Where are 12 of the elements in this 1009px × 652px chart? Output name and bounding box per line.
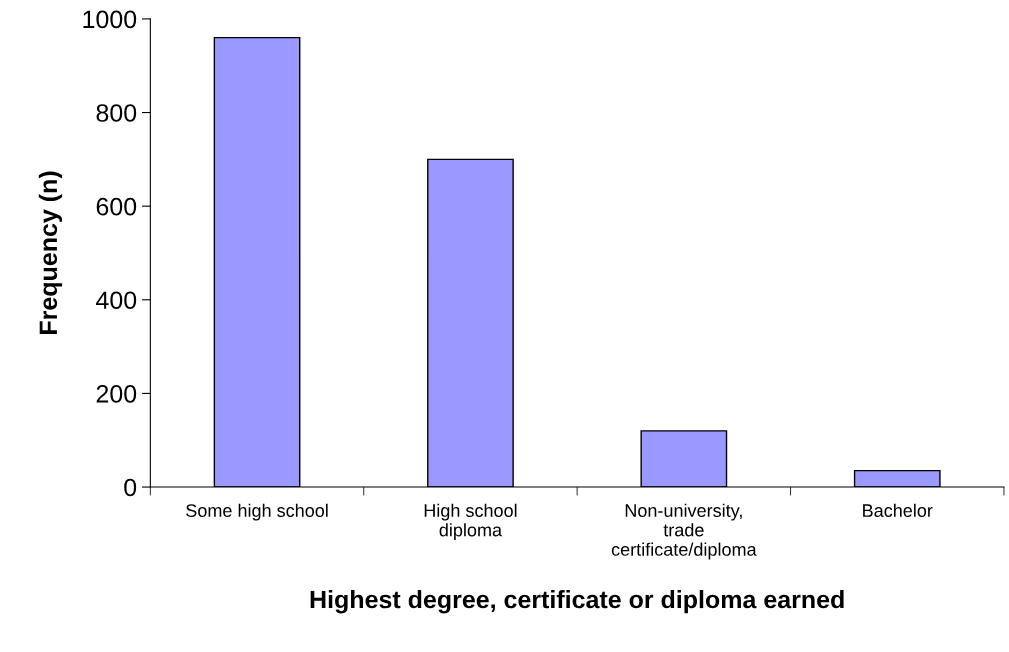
y-tick-label: 200 (96, 385, 137, 403)
x-tick-label: Non-university, trade certificate/diploma (611, 503, 757, 560)
y-tick-label: 1000 (83, 10, 137, 29)
x-tick-label: Bachelor (863, 503, 933, 517)
y-axis-title: Frequency (n) (38, 171, 63, 334)
x-tick-label: High school diploma (424, 503, 517, 540)
x-tick-label: Some high school (186, 503, 328, 521)
y-tick-label: 800 (96, 104, 137, 122)
y-tick-label: 400 (96, 291, 137, 310)
x-axis-title: Highest degree, certificate or diploma earned (310, 589, 844, 614)
y-tick-label: 600 (96, 197, 137, 216)
y-tick-label: 0 (124, 478, 137, 497)
